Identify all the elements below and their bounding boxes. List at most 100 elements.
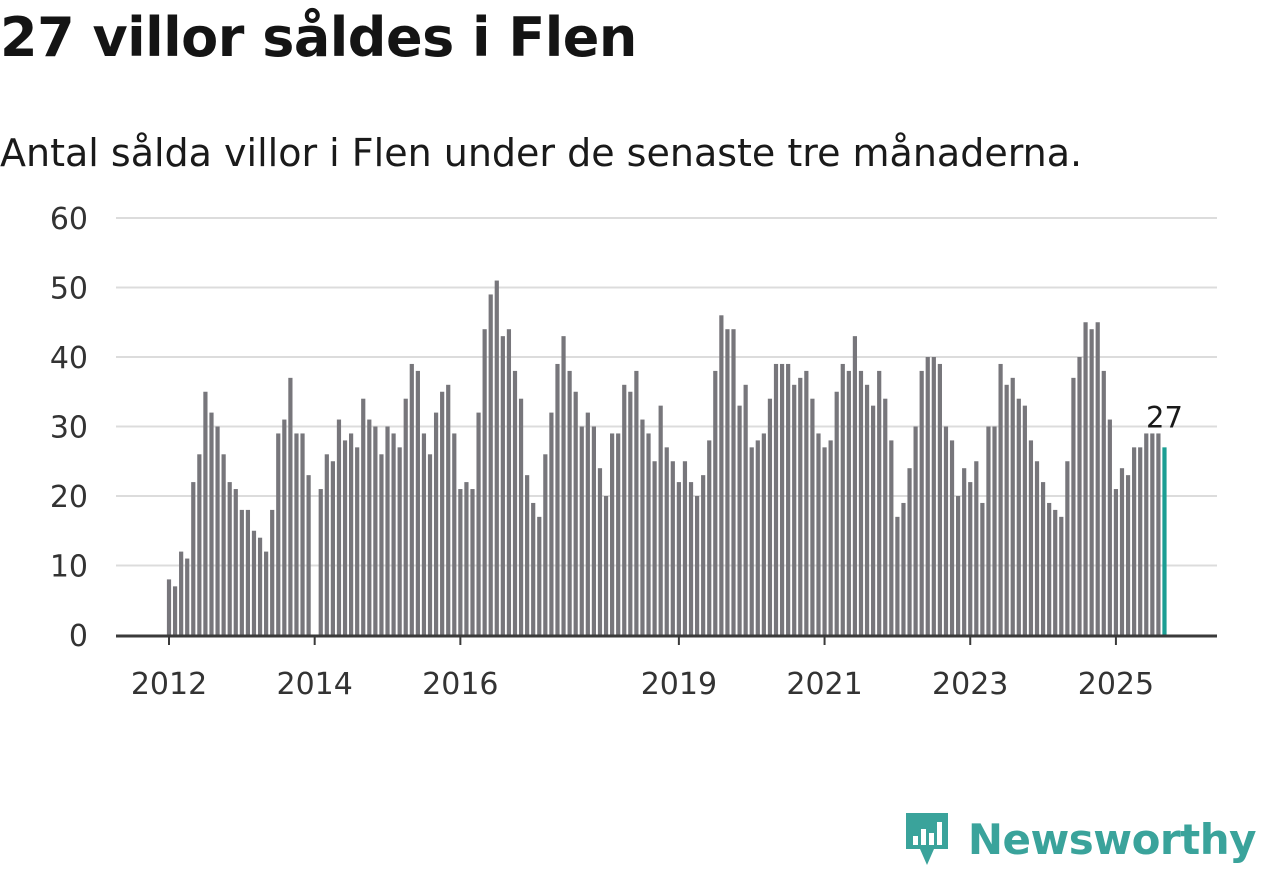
bar — [409, 363, 414, 635]
bar — [506, 329, 512, 635]
bar — [713, 370, 718, 635]
bar — [500, 336, 505, 635]
bar — [209, 412, 214, 635]
bar — [379, 454, 384, 635]
bar — [846, 370, 851, 635]
bar — [1040, 482, 1046, 635]
bar — [282, 419, 287, 635]
bar — [227, 482, 232, 635]
bar — [1053, 509, 1058, 635]
bar — [767, 398, 773, 635]
bar — [792, 384, 797, 635]
bar — [446, 384, 451, 635]
bar — [191, 482, 196, 635]
bar — [640, 419, 645, 635]
bar — [937, 363, 942, 635]
bar — [986, 426, 991, 635]
bar — [233, 489, 238, 635]
bar — [482, 329, 487, 635]
bar — [1113, 489, 1119, 635]
bar — [1132, 447, 1137, 635]
bar — [998, 363, 1003, 635]
bar — [585, 412, 590, 635]
bar — [361, 398, 366, 635]
bar — [336, 419, 342, 635]
x-tick-label: 2023 — [932, 667, 1008, 702]
bar — [355, 447, 360, 635]
bar — [294, 433, 299, 635]
bar — [185, 558, 190, 635]
bar — [1010, 377, 1015, 635]
bar — [270, 509, 275, 635]
bar — [652, 461, 657, 635]
bar — [573, 391, 578, 635]
bar — [810, 398, 815, 635]
bar — [925, 357, 930, 635]
bar — [828, 440, 833, 635]
bar — [701, 475, 706, 635]
bar — [1107, 419, 1112, 635]
bar — [1119, 468, 1125, 635]
bar — [330, 461, 335, 635]
bar — [215, 426, 220, 635]
bar — [567, 370, 572, 635]
bar — [197, 454, 202, 635]
bar — [1095, 322, 1100, 635]
y-tick-label: 10 — [50, 550, 88, 585]
bar — [555, 363, 560, 635]
bar — [658, 405, 663, 635]
bar — [561, 336, 566, 635]
bar — [549, 412, 554, 635]
bar — [385, 426, 390, 635]
bar — [1022, 405, 1027, 635]
bar — [470, 489, 475, 635]
bar — [251, 530, 257, 635]
y-tick-label: 30 — [50, 411, 88, 446]
bar — [895, 516, 900, 635]
bar — [1125, 475, 1131, 635]
x-tick-label: 2012 — [131, 667, 207, 702]
bar — [276, 433, 281, 635]
bar — [822, 447, 827, 635]
bar — [1156, 433, 1161, 635]
bar — [634, 370, 639, 635]
bar — [373, 426, 378, 635]
bar — [864, 384, 870, 635]
bar — [537, 516, 542, 635]
bar — [476, 412, 481, 635]
bar — [779, 363, 785, 635]
bar — [239, 509, 244, 635]
bar — [919, 370, 924, 635]
highlight-value-label: 27 — [1146, 400, 1183, 434]
bar — [179, 551, 184, 635]
bar — [840, 363, 845, 635]
bar — [1028, 440, 1034, 635]
bar — [610, 433, 615, 635]
x-tick-label: 2016 — [422, 667, 498, 702]
bar — [761, 433, 766, 635]
bar — [172, 586, 178, 635]
bar — [834, 391, 839, 635]
bar — [956, 496, 961, 635]
bar — [1016, 398, 1021, 635]
bar — [245, 509, 251, 635]
page-title: 27 villor såldes i Flen — [0, 6, 637, 69]
bar — [871, 405, 876, 635]
bar — [931, 357, 936, 635]
bar — [391, 433, 396, 635]
bar — [949, 440, 955, 635]
bars — [166, 280, 1167, 635]
bar — [440, 391, 445, 635]
y-tick-label: 40 — [50, 341, 88, 376]
bar-highlight — [1162, 447, 1167, 635]
bar — [798, 377, 803, 635]
bar — [962, 468, 967, 635]
newsworthy-logo-icon — [905, 813, 948, 865]
bar — [646, 433, 651, 635]
bar — [591, 426, 596, 635]
brand-logo: Newsworthy — [902, 809, 1257, 869]
chart-subtitle: Antal sålda villor i Flen under de senas… — [0, 131, 1083, 175]
bar — [264, 551, 269, 635]
bar — [458, 489, 463, 635]
